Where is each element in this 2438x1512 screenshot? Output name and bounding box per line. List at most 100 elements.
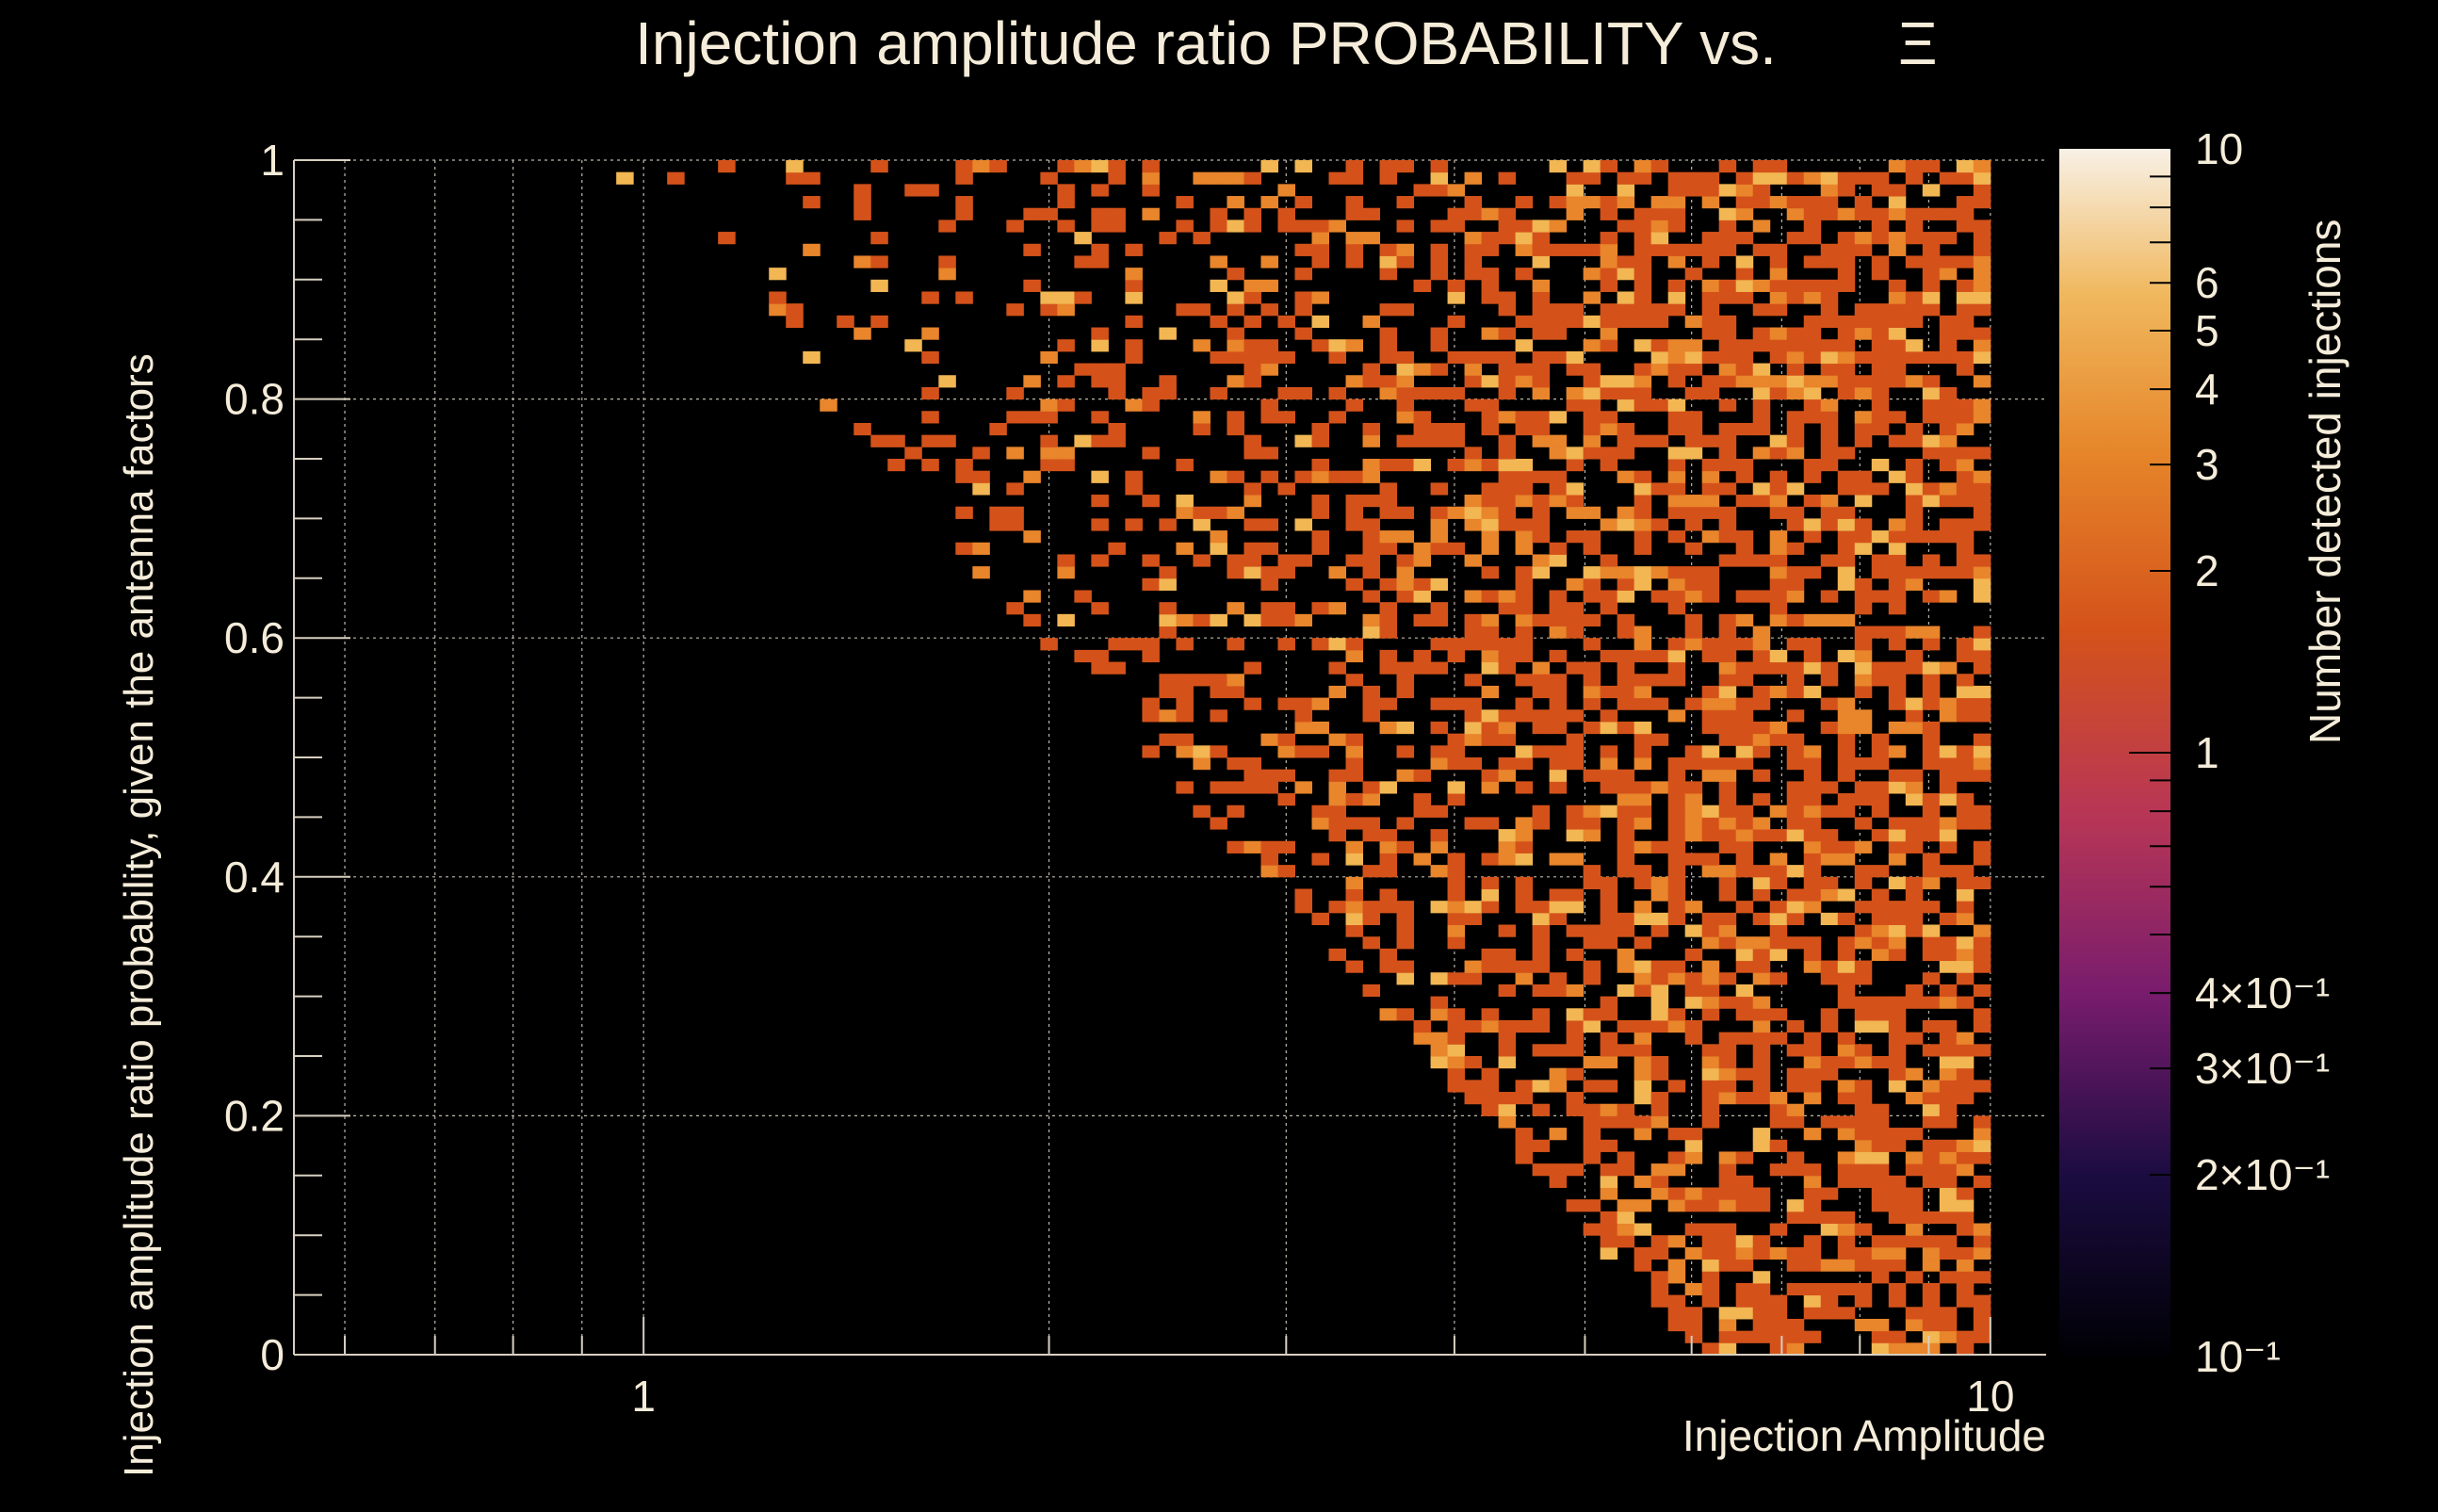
heatmap-cell xyxy=(1752,769,1771,782)
heatmap-cell xyxy=(1583,972,1601,985)
heatmap-cell xyxy=(1193,422,1211,436)
heatmap-cell xyxy=(1650,697,1669,710)
heatmap-cell xyxy=(1837,363,1856,376)
heatmap-cell xyxy=(1125,339,1143,352)
heatmap-cell xyxy=(1481,590,1500,603)
heatmap-cell xyxy=(769,303,787,317)
heatmap-cell xyxy=(1803,685,1822,699)
heatmap-cell xyxy=(1515,649,1534,663)
heatmap-cell xyxy=(1515,243,1534,256)
heatmap-cell xyxy=(1718,398,1737,412)
heatmap-cell xyxy=(1820,805,1839,818)
heatmap-cell xyxy=(1956,327,1975,340)
heatmap-cell xyxy=(1549,781,1568,794)
heatmap-cell xyxy=(1006,219,1024,233)
heatmap-cell xyxy=(1650,1294,1669,1308)
heatmap-cell xyxy=(1667,590,1686,603)
heatmap-cell xyxy=(1939,171,1958,185)
heatmap-cell xyxy=(1125,315,1143,329)
heatmap-cell xyxy=(1294,518,1312,531)
heatmap-cell xyxy=(1871,626,1890,639)
heatmap-cell xyxy=(1871,948,1890,962)
heatmap-cell xyxy=(904,184,922,197)
heatmap-cell xyxy=(1922,447,1941,460)
heatmap-cell xyxy=(1973,279,1991,292)
heatmap-cell xyxy=(1396,1008,1415,1021)
heatmap-cell xyxy=(1650,1056,1669,1069)
heatmap-cell xyxy=(1769,375,1788,388)
heatmap-cell xyxy=(1532,936,1551,950)
heatmap-cell xyxy=(1922,853,1941,866)
y-tick-label: 1 xyxy=(260,136,284,185)
heatmap-cell xyxy=(1701,1044,1720,1057)
heatmap-cell xyxy=(1413,434,1432,447)
heatmap-cell xyxy=(1515,566,1534,579)
heatmap-cell xyxy=(1888,1139,1907,1152)
heatmap-cell xyxy=(1515,542,1534,555)
heatmap-cell xyxy=(1922,1139,1941,1152)
heatmap-cell xyxy=(1294,434,1312,447)
heatmap-cell xyxy=(1718,207,1737,220)
heatmap-cell xyxy=(1633,482,1652,496)
heatmap-cell xyxy=(1837,542,1856,555)
heatmap-cell xyxy=(1311,506,1330,519)
heatmap-cell xyxy=(1379,530,1398,544)
heatmap-cell xyxy=(1701,1067,1720,1081)
heatmap-cell xyxy=(1735,1175,1754,1188)
heatmap-cell xyxy=(1854,315,1873,329)
heatmap-cell xyxy=(1701,1008,1720,1021)
heatmap-cell xyxy=(1396,960,1415,973)
heatmap-cell xyxy=(1888,876,1907,889)
heatmap-cell xyxy=(1362,422,1381,436)
heatmap-cell xyxy=(1379,901,1398,914)
heatmap-cell xyxy=(1820,1307,1839,1320)
heatmap-cell xyxy=(1786,482,1805,496)
heatmap-cell xyxy=(1311,459,1330,472)
heatmap-cell xyxy=(1735,375,1754,388)
heatmap-cell xyxy=(1396,554,1415,567)
heatmap-cell xyxy=(1413,613,1432,627)
heatmap-cell xyxy=(1769,1115,1788,1129)
heatmap-cell xyxy=(1684,817,1703,830)
heatmap-cell xyxy=(1617,865,1635,878)
heatmap-cell xyxy=(1820,1056,1839,1069)
heatmap-cell xyxy=(1922,375,1941,388)
heatmap-cell xyxy=(1650,912,1669,926)
heatmap-cell xyxy=(1871,1139,1890,1152)
heatmap-cell xyxy=(1379,386,1398,400)
heatmap-cell xyxy=(1871,363,1890,376)
heatmap-cell xyxy=(1803,171,1822,185)
heatmap-cell xyxy=(1159,375,1177,388)
heatmap-cell xyxy=(1956,398,1975,412)
heatmap-cell xyxy=(1481,398,1500,412)
heatmap-cell xyxy=(1956,1056,1975,1069)
heatmap-cell xyxy=(1871,1056,1890,1069)
heatmap-cell xyxy=(1583,1199,1601,1212)
heatmap-cell xyxy=(1464,674,1483,687)
heatmap-cell xyxy=(1532,530,1551,544)
heatmap-cell xyxy=(1667,339,1686,352)
heatmap-cell xyxy=(1617,793,1635,806)
heatmap-cell xyxy=(1803,1067,1822,1081)
heatmap-cell xyxy=(1311,339,1330,352)
heatmap-cell xyxy=(1600,805,1618,818)
heatmap-cell xyxy=(921,459,939,472)
heatmap-cell xyxy=(1667,243,1686,256)
heatmap-cell xyxy=(1854,972,1873,985)
heatmap-cell xyxy=(1752,912,1771,926)
heatmap-cell xyxy=(1379,495,1398,508)
heatmap-cell xyxy=(1583,577,1601,591)
heatmap-cell xyxy=(1379,327,1398,340)
heatmap-cell xyxy=(1057,613,1075,627)
heatmap-cell xyxy=(921,291,939,304)
heatmap-cell xyxy=(1176,613,1194,627)
heatmap-cell xyxy=(1871,865,1890,878)
heatmap-cell xyxy=(1786,327,1805,340)
heatmap-cell xyxy=(1074,160,1092,173)
heatmap-cell xyxy=(1159,613,1177,627)
heatmap-cell xyxy=(1718,459,1737,472)
heatmap-cell xyxy=(1701,470,1720,483)
heatmap-cell xyxy=(1820,697,1839,710)
heatmap-cell xyxy=(1888,1342,1907,1356)
heatmap-cell xyxy=(1871,936,1890,950)
